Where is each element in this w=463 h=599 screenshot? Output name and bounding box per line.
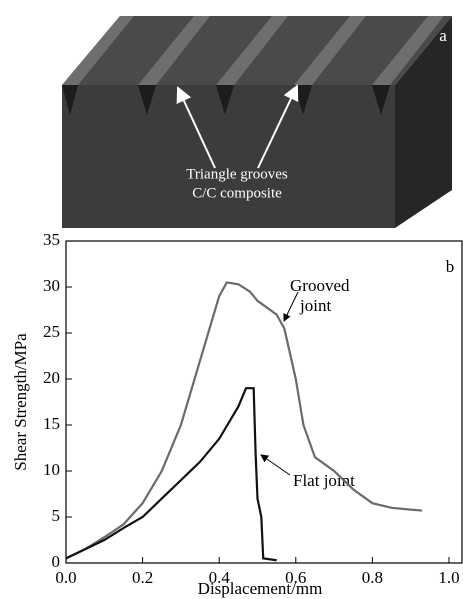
x-tick-label: 0.8 [362, 568, 383, 587]
annotation: C/C composite [192, 185, 282, 201]
y-tick-label: 15 [43, 414, 60, 433]
annotation: Triangle grooves [186, 166, 288, 182]
chart: Displacement/mm Shear Strength/MPa Groov… [11, 230, 463, 598]
plot-frame [65, 240, 463, 564]
arrow [257, 84, 299, 169]
x-tick-label: 0.6 [285, 568, 306, 587]
y-tick-label: 5 [52, 506, 61, 525]
x-tick-label: 0.2 [132, 568, 153, 587]
groove-notches [62, 85, 390, 115]
panel-label: a [439, 26, 447, 45]
annotation: Grooved [290, 276, 350, 295]
y-tick-label: 25 [43, 322, 60, 341]
y-axis-title: Shear Strength/MPa [11, 333, 30, 471]
y-tick-label: 35 [43, 230, 60, 249]
block-side [395, 16, 452, 228]
grooves [62, 16, 444, 85]
data-line [65, 387, 277, 562]
x-tick-label: 1.0 [438, 568, 459, 587]
arrow [260, 454, 291, 476]
x-tick-label: 0.0 [55, 568, 76, 587]
y-tick-label: 0 [52, 552, 61, 571]
arrow [176, 86, 216, 169]
x-axis-title: Displacement/mm [198, 579, 323, 598]
y-tick-label: 20 [43, 368, 60, 387]
arrow [283, 291, 299, 322]
x-tick-label: 0.4 [209, 568, 231, 587]
block-illustration: Triangle grooves C/C composite a [62, 16, 452, 228]
annotation: joint [299, 296, 331, 315]
y-tick-label: 10 [43, 460, 60, 479]
data-line [65, 281, 423, 560]
panel-label: b [446, 257, 455, 276]
annotation: Flat joint [293, 471, 355, 490]
block-front [62, 85, 395, 228]
y-tick-label: 30 [43, 276, 60, 295]
